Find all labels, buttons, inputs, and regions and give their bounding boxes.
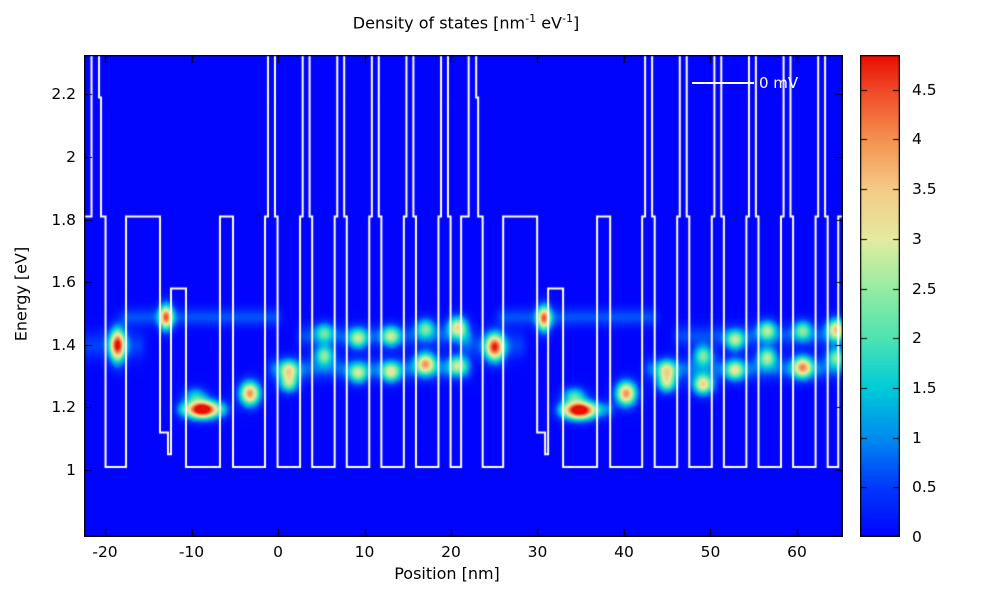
- colorbar-tick-label: 0.5: [912, 478, 937, 497]
- y-tick-label: 1.2: [51, 398, 76, 417]
- legend-label: 0 mV: [759, 74, 799, 92]
- heatmap-plot: [84, 55, 843, 537]
- colorbar-tick-label: 4: [912, 130, 922, 149]
- title-text: ]: [572, 13, 580, 33]
- x-tick-label: 50: [700, 543, 721, 561]
- colorbar-tick-label: 2.5: [912, 279, 937, 298]
- y-tick-label: 2: [66, 148, 76, 167]
- x-tick-label: -10: [178, 543, 205, 561]
- x-tick-label: -20: [92, 543, 118, 561]
- x-tick-label: 60: [787, 543, 807, 561]
- x-tick-label: 40: [614, 543, 634, 561]
- colorbar-tick-label: 1.5: [912, 378, 937, 397]
- colorbar: [860, 55, 900, 537]
- colorbar-tick-label: 2: [912, 329, 922, 348]
- y-tick-label: 1: [66, 461, 76, 480]
- title-superscript: -1: [525, 12, 537, 25]
- x-tick-label: 0: [273, 543, 283, 561]
- colorbar-tick-label: 3.5: [912, 180, 937, 199]
- y-tick-label: 1.4: [51, 335, 76, 354]
- colorbar-tick-label: 3: [912, 229, 922, 248]
- title-superscript: -1: [561, 12, 573, 25]
- title-text: Density of states [nm: [352, 13, 526, 33]
- y-tick-label: 2.2: [51, 85, 76, 104]
- y-tick-label: 1.8: [51, 210, 76, 229]
- title-text: eV: [536, 13, 562, 33]
- x-tick-label: 10: [354, 543, 375, 561]
- y-tick-label: 1.6: [51, 273, 76, 292]
- y-axis-label: Energy [eV]: [11, 246, 31, 342]
- chart-title: Density of states [nm-1 eV-1]: [353, 12, 579, 32]
- colorbar-tick-label: 0: [912, 528, 922, 546]
- colorbar-tick-label: 1: [912, 428, 922, 447]
- colorbar-tick-label: 4.5: [912, 80, 937, 99]
- x-axis-label: Position [nm]: [394, 564, 500, 583]
- x-tick-label: 20: [441, 543, 461, 561]
- x-tick-label: 30: [527, 543, 548, 561]
- legend-line-sample: [692, 82, 754, 84]
